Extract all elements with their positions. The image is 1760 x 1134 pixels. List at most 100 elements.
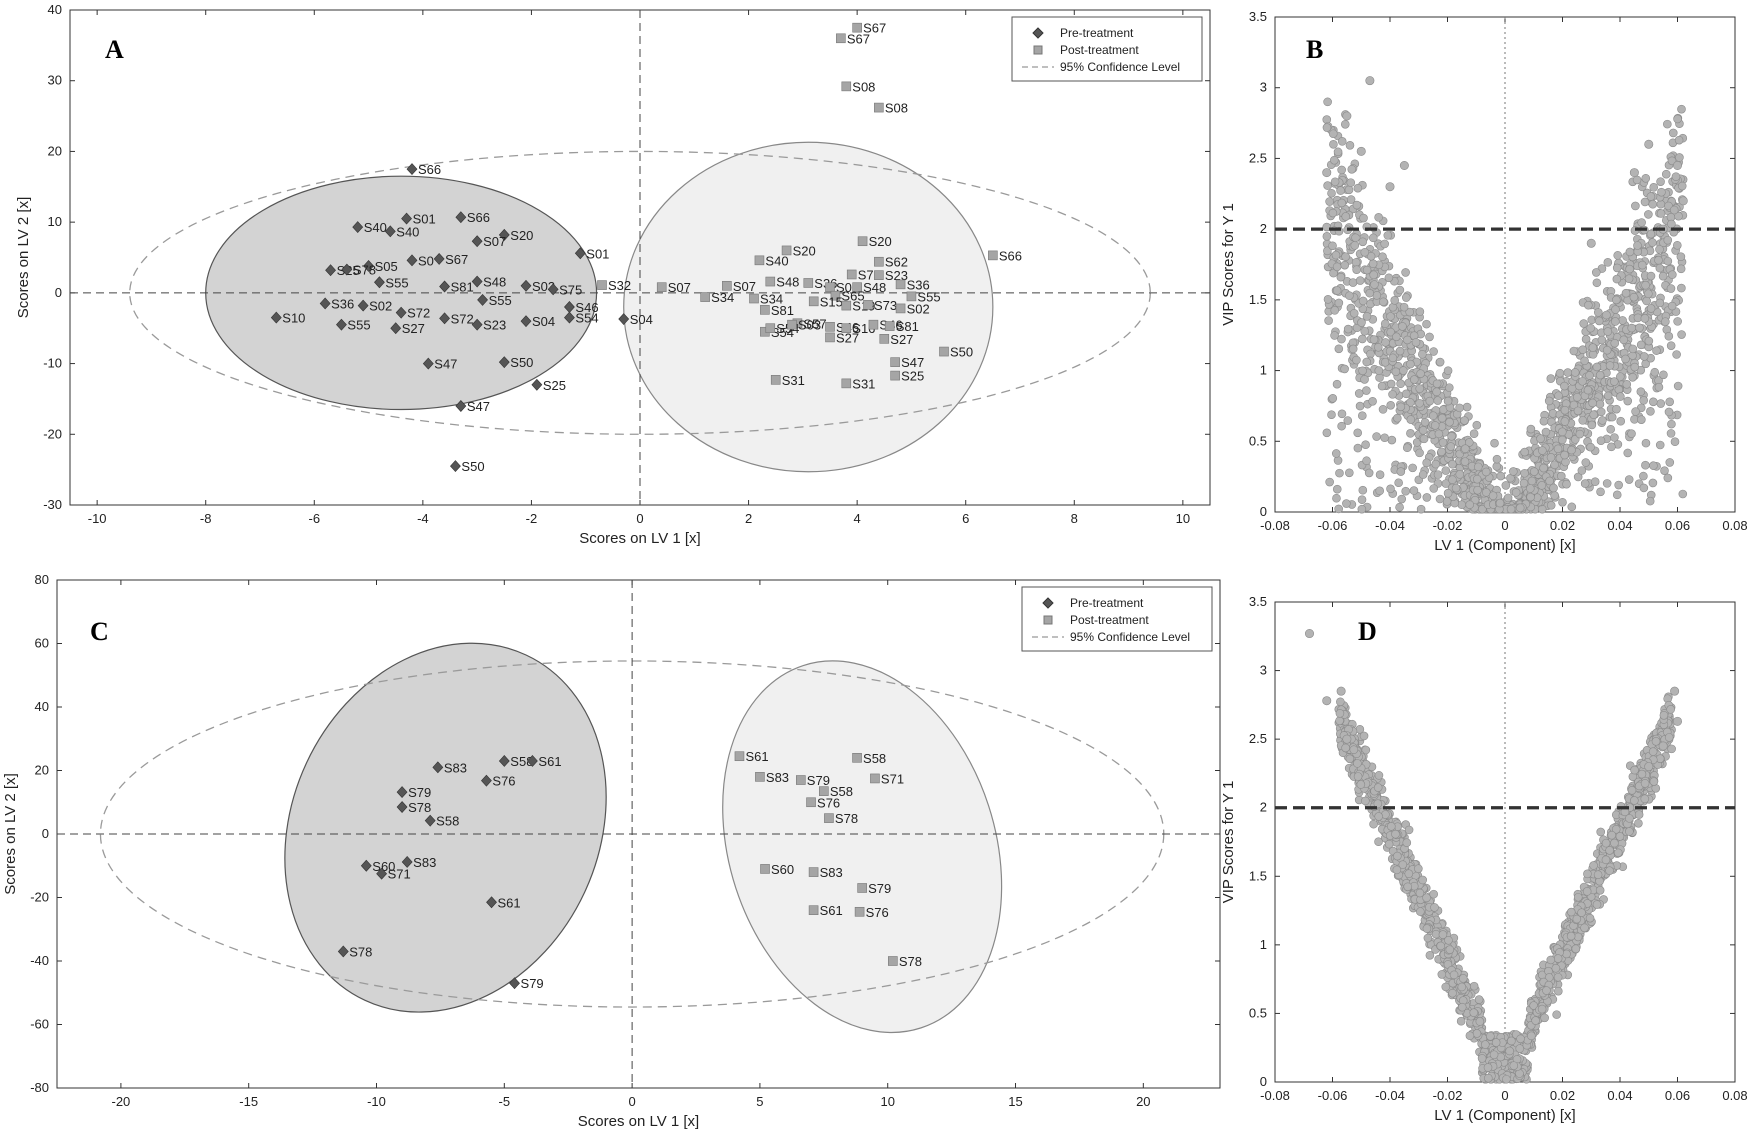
vip-point-sample bbox=[1629, 168, 1639, 178]
vip-point bbox=[1655, 263, 1665, 273]
vip-point bbox=[1362, 312, 1372, 321]
y-tick-label: 80 bbox=[35, 572, 49, 587]
vip-point bbox=[1598, 416, 1607, 425]
vip-point bbox=[1595, 370, 1605, 380]
y-tick-label: 3.5 bbox=[1249, 594, 1267, 609]
vip-point bbox=[1571, 944, 1581, 954]
post-treatment-point bbox=[841, 81, 852, 92]
pre-treatment-point bbox=[376, 867, 388, 880]
panel-c-scores-plot: -20 -15 -10 -5 0 5 10 15 20 -80 -60 -40 -20 0 20 40 60 80… bbox=[2, 572, 1221, 1130]
vip-point bbox=[1341, 252, 1350, 262]
legend-pre-marker bbox=[1032, 27, 1044, 39]
y-tick-label: 30 bbox=[48, 73, 62, 88]
x-tick-label: 0.06 bbox=[1665, 518, 1690, 533]
vip-point bbox=[1372, 432, 1381, 441]
vip-point bbox=[1644, 336, 1654, 346]
vip-point bbox=[1336, 186, 1345, 195]
x-tick-label: 0 bbox=[636, 511, 643, 526]
vip-point bbox=[1637, 218, 1646, 227]
vip-point bbox=[1337, 137, 1347, 146]
vip-point bbox=[1331, 250, 1341, 260]
point-label: S81 bbox=[771, 303, 794, 318]
panel-letter-a: A bbox=[105, 35, 124, 64]
vip-point bbox=[1673, 317, 1682, 326]
vip-point bbox=[1605, 846, 1614, 855]
vip-point bbox=[1374, 812, 1383, 821]
point-label: S34 bbox=[760, 292, 783, 307]
vip-point bbox=[1323, 246, 1332, 256]
point-label: S48 bbox=[483, 275, 506, 290]
vip-point bbox=[1343, 324, 1353, 334]
vip-point bbox=[1345, 291, 1354, 300]
vip-point bbox=[1414, 864, 1423, 873]
vip-point bbox=[1408, 463, 1417, 473]
point-label: S78 bbox=[899, 954, 922, 969]
vip-point-sample bbox=[1658, 741, 1668, 751]
vip-point bbox=[1354, 389, 1364, 398]
point-label: S66 bbox=[999, 248, 1022, 263]
vip-point bbox=[1481, 467, 1491, 477]
vip-point-sample bbox=[1342, 111, 1352, 121]
legend-post-label: Post-treatment bbox=[1060, 43, 1139, 57]
vip-point bbox=[1542, 986, 1551, 995]
vip-point bbox=[1334, 298, 1344, 308]
vip-point bbox=[1602, 345, 1612, 355]
vip-point bbox=[1589, 861, 1598, 870]
vip-point bbox=[1661, 169, 1671, 179]
vip-point bbox=[1403, 882, 1413, 892]
vip-point bbox=[1429, 889, 1438, 899]
vip-point bbox=[1569, 346, 1579, 356]
vip-point bbox=[1361, 440, 1370, 449]
y-tick-label: -20 bbox=[30, 890, 49, 905]
pre-treatment-point bbox=[352, 221, 364, 234]
vip-point bbox=[1663, 473, 1673, 483]
point-label: S73 bbox=[874, 298, 897, 313]
vip-point bbox=[1430, 903, 1439, 912]
vip-point bbox=[1336, 272, 1346, 282]
vip-point bbox=[1377, 381, 1387, 391]
vip-point-sample bbox=[1322, 168, 1332, 178]
point-label: S58 bbox=[863, 751, 886, 766]
vip-point bbox=[1641, 173, 1651, 183]
vip-point bbox=[1610, 838, 1619, 848]
vip-point bbox=[1640, 197, 1650, 207]
vip-point bbox=[1562, 949, 1571, 959]
x-axis-label: LV 1 (Component) [x] bbox=[1434, 537, 1575, 554]
vip-point bbox=[1472, 474, 1482, 484]
vip-point bbox=[1577, 908, 1586, 917]
vip-point bbox=[1357, 495, 1367, 504]
post-treatment-point bbox=[722, 280, 732, 291]
vip-point bbox=[1654, 255, 1663, 265]
vip-point bbox=[1614, 480, 1623, 490]
legend-box bbox=[1021, 586, 1213, 652]
vip-point bbox=[1646, 192, 1656, 201]
point-label: S07 bbox=[483, 234, 506, 249]
vip-point bbox=[1612, 295, 1621, 305]
vip-point bbox=[1652, 346, 1661, 355]
vip-point bbox=[1444, 383, 1454, 392]
vip-point bbox=[1602, 479, 1612, 488]
vip-point-sample bbox=[1385, 182, 1395, 192]
y-tick-label: 20 bbox=[48, 143, 62, 158]
x-axis-label: Scores on LV 1 [x] bbox=[579, 530, 700, 547]
x-tick-label: -10 bbox=[88, 511, 107, 526]
pre-treatment-point bbox=[395, 306, 407, 319]
vip-point bbox=[1537, 481, 1547, 490]
vip-point bbox=[1364, 468, 1374, 478]
vip-point-sample bbox=[1342, 734, 1352, 744]
post-treatment-point bbox=[770, 375, 781, 385]
post-treatment-point bbox=[988, 250, 998, 261]
vip-point bbox=[1391, 367, 1401, 377]
vip-point bbox=[1580, 356, 1589, 366]
vip-point bbox=[1441, 466, 1451, 475]
vip-point bbox=[1432, 387, 1441, 397]
vip-point bbox=[1630, 765, 1639, 775]
post-treatment-point bbox=[906, 291, 917, 302]
vip-point bbox=[1415, 384, 1425, 393]
pre-treatment-point bbox=[531, 378, 543, 391]
vip-point bbox=[1415, 307, 1425, 316]
vip-point bbox=[1369, 233, 1378, 243]
vip-point bbox=[1443, 396, 1453, 406]
vip-point bbox=[1381, 338, 1390, 347]
vip-point bbox=[1351, 258, 1361, 267]
